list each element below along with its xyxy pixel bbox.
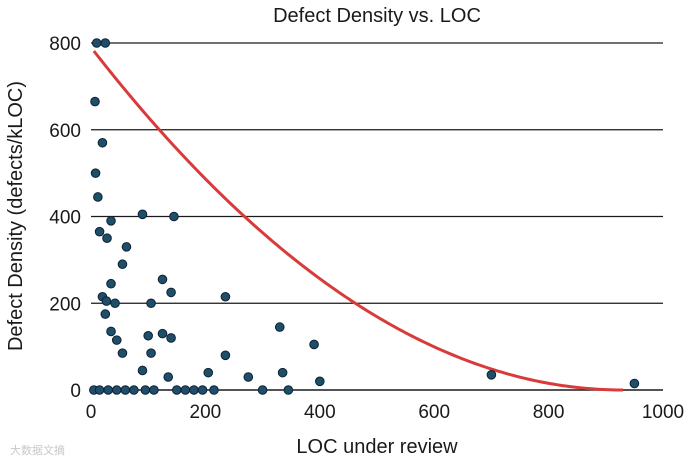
- y-tick-200: 200: [49, 294, 81, 315]
- data-point-14: [157, 274, 168, 285]
- fit-curve: [92, 50, 623, 392]
- data-point-21: [100, 309, 111, 319]
- data-point-38: [486, 370, 497, 380]
- y-tick-600: 600: [49, 121, 81, 142]
- data-point-46: [140, 385, 151, 395]
- data-point-50: [189, 385, 199, 395]
- x-tick-labels: 0 200 400 600 800 1000: [86, 402, 684, 423]
- data-point-39: [629, 378, 640, 389]
- y-tick-400: 400: [49, 208, 81, 229]
- data-point-24: [143, 330, 153, 341]
- x-tick-600: 600: [418, 402, 450, 423]
- data-point-41: [94, 385, 105, 395]
- data-point-33: [163, 372, 174, 382]
- y-tick-labels: 0 200 400 600 800: [49, 34, 81, 402]
- data-point-34: [203, 367, 214, 378]
- chart-title: Defect Density vs. LOC: [273, 5, 481, 27]
- x-tick-400: 400: [304, 402, 336, 423]
- data-point-13: [106, 278, 116, 289]
- x-tick-0: 0: [86, 402, 97, 423]
- data-point-32: [137, 365, 148, 376]
- data-point-47: [149, 385, 159, 395]
- y-tick-0: 0: [70, 381, 81, 402]
- data-point-49: [180, 385, 191, 395]
- data-point-52: [209, 385, 219, 395]
- data-points: [89, 38, 640, 395]
- data-point-37: [315, 376, 325, 387]
- data-point-51: [197, 385, 208, 395]
- data-point-26: [166, 333, 176, 343]
- data-point-20: [146, 298, 156, 309]
- data-point-23: [111, 335, 122, 345]
- data-point-19: [110, 298, 120, 309]
- y-tick-800: 800: [49, 34, 81, 55]
- data-point-36: [277, 367, 288, 378]
- data-point-43: [111, 385, 122, 395]
- data-point-10: [102, 233, 112, 243]
- data-point-30: [274, 322, 285, 332]
- data-point-3: [97, 137, 108, 148]
- y-axis-title: Defect Density (defects/kLOC): [5, 81, 27, 351]
- data-point-25: [157, 328, 168, 339]
- data-point-29: [220, 350, 231, 361]
- x-tick-200: 200: [190, 402, 222, 423]
- data-point-15: [166, 287, 176, 298]
- data-point-5: [93, 192, 103, 202]
- data-point-45: [129, 385, 139, 395]
- data-point-53: [257, 385, 268, 395]
- data-point-0: [91, 38, 102, 48]
- x-tick-1000: 1000: [642, 402, 684, 423]
- data-point-9: [94, 226, 105, 237]
- x-axis-title: LOC under review: [296, 436, 458, 458]
- data-point-16: [220, 291, 231, 302]
- data-point-6: [106, 216, 116, 226]
- data-point-35: [243, 372, 254, 382]
- data-point-4: [90, 168, 101, 178]
- data-point-27: [117, 348, 128, 358]
- data-point-12: [117, 259, 128, 270]
- data-point-8: [169, 211, 179, 222]
- data-point-42: [103, 385, 113, 395]
- data-point-22: [106, 326, 116, 337]
- data-point-48: [172, 385, 182, 395]
- grid-lines: [91, 42, 663, 304]
- data-point-1: [100, 38, 111, 48]
- x-tick-800: 800: [533, 402, 565, 423]
- data-point-2: [90, 96, 100, 107]
- data-point-44: [120, 385, 131, 395]
- data-point-11: [121, 242, 132, 252]
- data-point-28: [146, 348, 156, 358]
- data-point-7: [137, 209, 148, 220]
- watermark-text: 大数据文摘: [10, 443, 65, 457]
- data-point-31: [309, 339, 319, 350]
- data-point-54: [283, 385, 294, 395]
- data-point-18: [101, 296, 112, 306]
